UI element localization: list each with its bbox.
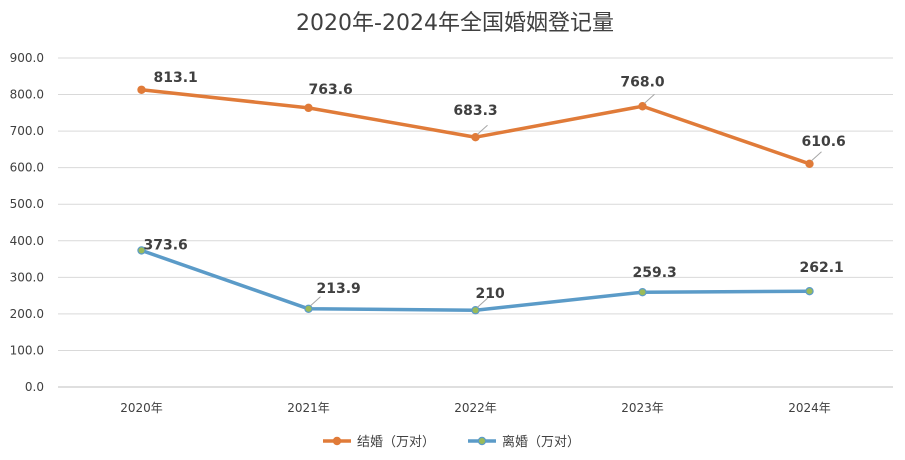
gridlines [58,57,893,388]
legend-swatch-marker [477,436,487,446]
data-point [638,102,647,111]
y-tick-label: 100.0 [10,343,44,357]
chart-title: 2020年-2024年全国婚姻登记量 [296,11,614,36]
y-tick-label: 400.0 [10,234,44,248]
data-label: 210 [476,286,505,302]
data-label: 768.0 [620,74,665,90]
legend-swatch-marker [332,436,342,446]
label-leader-line [644,93,655,104]
data-label: 262.1 [800,260,844,276]
x-tick-label: 2021年 [287,401,330,415]
series-line [141,88,811,166]
y-tick-label: 900.0 [10,51,44,65]
label-leader-line [811,151,822,162]
label-leader-line [310,296,321,307]
legend-label: 结婚（万对） [357,435,435,450]
data-point [471,306,480,315]
data-point [471,133,480,142]
label-leader-line [477,124,488,135]
data-point [304,304,313,314]
data-label: 683.3 [453,103,497,119]
y-axis-ticks: 0.0 100.0 200.0 300.0 400.0 500.0 600.0 700.0 80… [10,51,44,394]
x-axis-ticks: 2020年 2021年 2022年 2023年 2024年 [120,401,831,415]
data-label: 813.1 [154,70,198,86]
x-tick-label: 2020年 [120,401,163,415]
data-label: 610.6 [802,134,846,150]
data-point [137,246,146,255]
y-tick-label: 700.0 [10,124,44,138]
data-point [805,159,814,168]
legend-label: 离婚（万对） [502,434,580,450]
data-labels: 813.1 763.6 683.3 768.0 610.6 373.6 213.9 210 25… [144,70,846,308]
data-point [137,85,146,94]
data-label: 763.6 [309,82,353,98]
y-tick-label: 300.0 [10,270,44,284]
legend: 结婚（万对） 离婚（万对） [323,434,580,450]
data-label: 259.3 [633,265,677,281]
x-tick-label: 2024年 [788,401,831,415]
x-tick-label: 2023年 [621,401,664,415]
label-leader-line [477,297,488,308]
y-tick-label: 200.0 [10,307,44,321]
y-tick-label: 500.0 [10,197,44,211]
y-tick-label: 600.0 [10,161,44,175]
series-group [137,85,814,315]
data-point [805,286,814,296]
x-tick-label: 2022年 [454,401,497,415]
y-tick-label: 800.0 [10,88,44,102]
y-tick-label: 0.0 [25,380,44,394]
data-point [304,103,313,113]
data-label: 213.9 [317,281,361,297]
data-point [638,288,647,297]
data-label: 373.6 [144,237,188,253]
